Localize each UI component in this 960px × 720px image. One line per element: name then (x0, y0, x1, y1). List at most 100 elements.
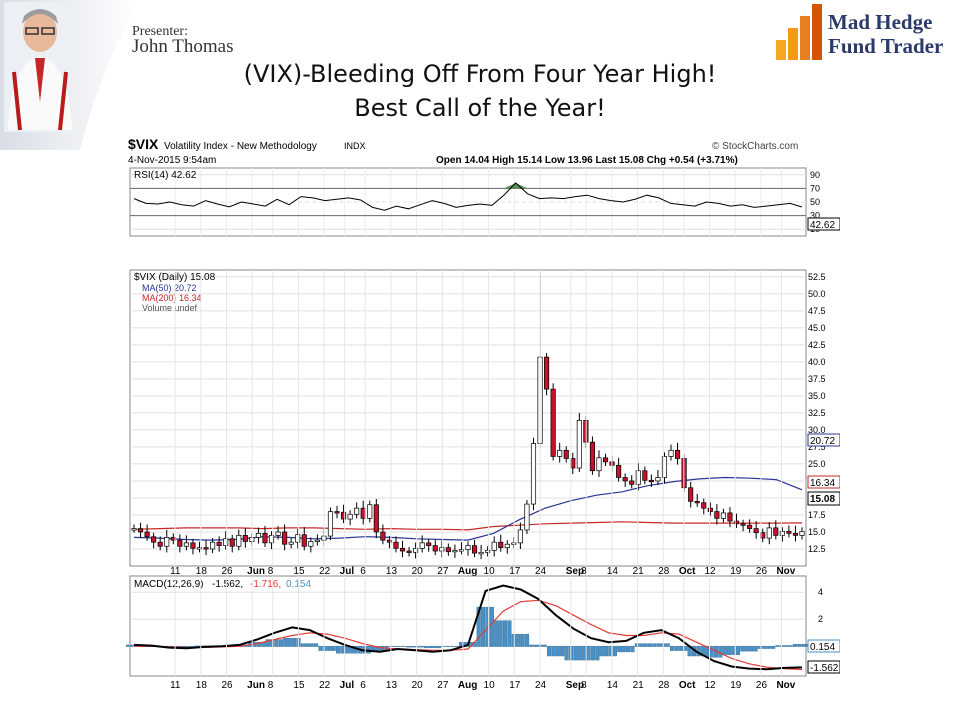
candle-body (216, 541, 222, 546)
candle-body (334, 511, 340, 514)
macd-hist-bar (630, 646, 635, 653)
ma50-legend: MA(50) 20.72 (142, 283, 197, 293)
x-tick-label: 19 (730, 680, 742, 690)
x-tick-label: 11 (170, 680, 181, 690)
candle-body (563, 449, 569, 459)
macd-hist-bar (546, 646, 552, 657)
candle-body (354, 507, 360, 515)
macd-hist-bar (674, 646, 679, 651)
candle-body (622, 477, 628, 482)
macd-hist-bar (626, 646, 631, 653)
candle-body (295, 534, 301, 543)
macd-hist-bar (423, 646, 428, 649)
candle-body (308, 541, 314, 547)
candle-body (727, 512, 733, 522)
macd-hist-bar (586, 646, 591, 661)
x-tick-label: Aug (458, 566, 477, 577)
candle-body (524, 503, 530, 531)
x-tick-label: 12 (705, 566, 717, 577)
candle-body (439, 547, 445, 552)
macd-tick-label: 4 (818, 587, 823, 597)
macd-hist-bar (797, 644, 802, 647)
vix-chart: $VIX Volatility Index - New Methodology … (126, 132, 840, 690)
candle-body (576, 420, 582, 469)
candle-body (144, 531, 150, 538)
candle-body (799, 531, 805, 536)
macd-hist-bar (749, 646, 754, 652)
candle-body (341, 511, 347, 520)
macd-hist-bar (481, 606, 486, 647)
x-tick-label: 15 (293, 566, 305, 577)
macd-hist-bar (489, 606, 494, 647)
macd-label: MACD(12,26,9) (134, 579, 203, 590)
macd-hist-bar (612, 646, 617, 657)
macd-hist-bar (604, 646, 609, 657)
macd-hist-bar (476, 606, 481, 647)
macd-hist-bar (621, 646, 626, 653)
macd-hist-bar (415, 646, 420, 648)
price-tick-label: 47.5 (808, 306, 826, 316)
x-tick-label: 24 (535, 566, 547, 577)
x-tick-label: Sep (566, 680, 584, 690)
macd-hist-bar (126, 644, 130, 647)
x-tick-label: Jun (247, 680, 265, 690)
macd-hist-bar (551, 646, 556, 657)
x-tick-label: Jul (340, 566, 355, 577)
macd-hist-bar (740, 646, 745, 652)
x-tick-label: 6 (360, 680, 366, 690)
x-tick-label: 6 (360, 566, 366, 577)
x-tick-label: 27 (437, 566, 449, 577)
candle-body (458, 549, 465, 552)
rsi-tick-label: 30 (810, 211, 820, 221)
macd-hist-bar (775, 645, 780, 647)
macd-hist-bar (595, 646, 600, 661)
macd-hist-bar (318, 646, 323, 651)
candle-body (792, 532, 799, 536)
macd-hist-bar (428, 646, 433, 649)
x-tick-label: 26 (756, 566, 768, 577)
macd-hist-bar (437, 646, 442, 649)
candle-body (268, 535, 275, 544)
macd-hist-bar (643, 643, 648, 647)
candle-body (766, 527, 772, 539)
ma200-value-box: 16.34 (810, 478, 835, 489)
candle-body (675, 449, 681, 459)
candle-body (275, 531, 281, 536)
candle-body (399, 547, 406, 552)
price-tick-label: 42.5 (808, 340, 826, 350)
price-tick-label: 17.5 (808, 510, 826, 520)
candle-body (465, 545, 471, 551)
macd-hist-bar (283, 638, 288, 647)
candle-body (602, 457, 609, 463)
x-tick-label: 28 (658, 566, 670, 577)
macd-hist-bar (735, 646, 741, 655)
candle-body (327, 511, 334, 537)
price-tick-label: 35.0 (808, 391, 826, 401)
macd-hist-bar (634, 643, 639, 647)
candle-body (786, 530, 792, 534)
candle-body (177, 539, 183, 547)
macd-hist-bar (336, 646, 341, 654)
candle-body (629, 480, 635, 485)
candle-body (413, 547, 419, 553)
candle-body (701, 502, 707, 509)
macd-hist-bar (793, 644, 798, 647)
macd-hist-bar (256, 642, 261, 647)
volume-legend: Volume undef (142, 303, 198, 313)
x-tick-label: 24 (535, 680, 547, 690)
macd-hist-bar (516, 633, 521, 647)
presenter-photo (4, 2, 74, 132)
macd-hist-bar (331, 646, 336, 651)
ma50-value-box: 20.72 (810, 436, 835, 447)
rsi-value-box: 42.62 (810, 220, 835, 231)
price-tick-label: 32.5 (808, 408, 826, 418)
candle-body (367, 504, 373, 519)
macd-hist-bar (419, 646, 424, 648)
candle-body (557, 449, 563, 457)
macd-hist-bar (287, 638, 292, 647)
chart-source: © StockCharts.com (712, 141, 798, 152)
candle-body (530, 443, 537, 505)
x-tick-label: Oct (679, 680, 696, 690)
candle-body (288, 541, 294, 545)
candle-body (190, 542, 196, 549)
